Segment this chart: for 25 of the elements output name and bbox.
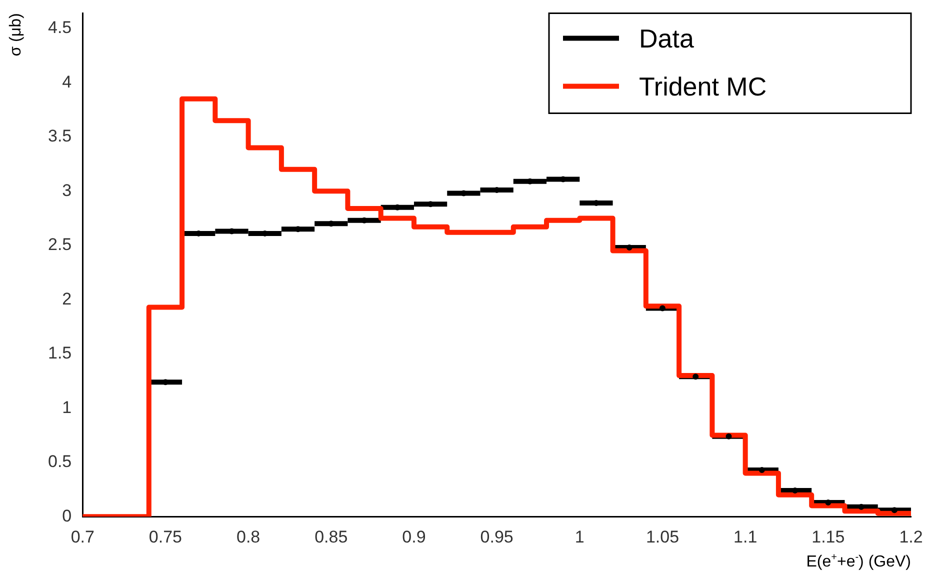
legend-label: Data xyxy=(639,23,694,54)
y-tick-label: 2.5 xyxy=(48,235,72,254)
x-tick-label: 1 xyxy=(574,527,584,546)
x-tick-label: 0.7 xyxy=(70,527,94,546)
x-tick-label: 0.9 xyxy=(402,527,426,546)
y-tick-label: 1.5 xyxy=(48,344,72,363)
y-axis-title: σ (μb) xyxy=(8,13,25,56)
x-tick-label: 1.05 xyxy=(646,527,680,546)
y-tick-label: 3 xyxy=(62,180,72,200)
y-tick-label: 0 xyxy=(62,506,72,526)
legend-label: Trident MC xyxy=(639,71,767,102)
x-tick-label: 1.15 xyxy=(812,527,845,546)
y-tick-label: 2 xyxy=(62,289,72,308)
x-tick-label: 1.1 xyxy=(734,527,758,546)
y-tick-label: 3.5 xyxy=(48,126,72,146)
x-tick-label: 0.75 xyxy=(148,527,182,546)
y-tick-label: 4.5 xyxy=(48,18,72,38)
y-tick-label: 1 xyxy=(62,398,72,417)
x-tick-label: 0.85 xyxy=(314,527,348,546)
x-tick-label: 1.2 xyxy=(899,527,923,546)
x-tick-label: 0.8 xyxy=(236,527,260,546)
y-tick-label: 4 xyxy=(62,72,72,92)
x-axis-title: E(e++e-) (GeV) xyxy=(806,552,912,571)
x-tick-label: 0.95 xyxy=(480,527,514,546)
y-tick-label: 0.5 xyxy=(48,452,72,472)
